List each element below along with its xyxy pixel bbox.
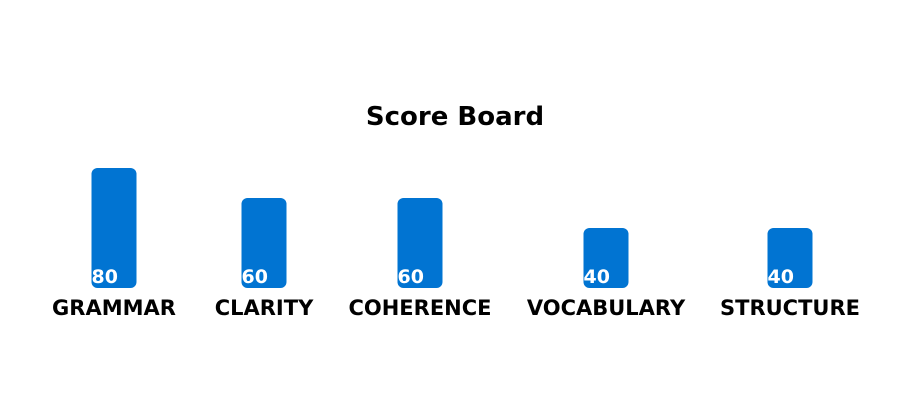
bar-value-label-grammar: 80 (92, 266, 118, 288)
bar-value-label-coherence: 60 (398, 266, 424, 288)
bar-grammar (91, 168, 137, 288)
category-label-structure: STRUCTURE (720, 296, 860, 320)
bar-vocabulary (583, 228, 629, 288)
category-label-grammar: GRAMMAR (52, 296, 176, 320)
bar-structure (767, 228, 813, 288)
bar-coherence (397, 198, 443, 288)
bar-clarity (241, 198, 287, 288)
category-label-coherence: COHERENCE (348, 296, 491, 320)
bar-value-label-structure: 40 (768, 266, 794, 288)
bar-value-label-vocabulary: 40 (584, 266, 610, 288)
chart-title: Score Board (365, 102, 545, 132)
category-label-clarity: CLARITY (215, 296, 314, 320)
category-label-vocabulary: VOCABULARY (527, 296, 686, 320)
bar-value-label-clarity: 60 (242, 266, 268, 288)
